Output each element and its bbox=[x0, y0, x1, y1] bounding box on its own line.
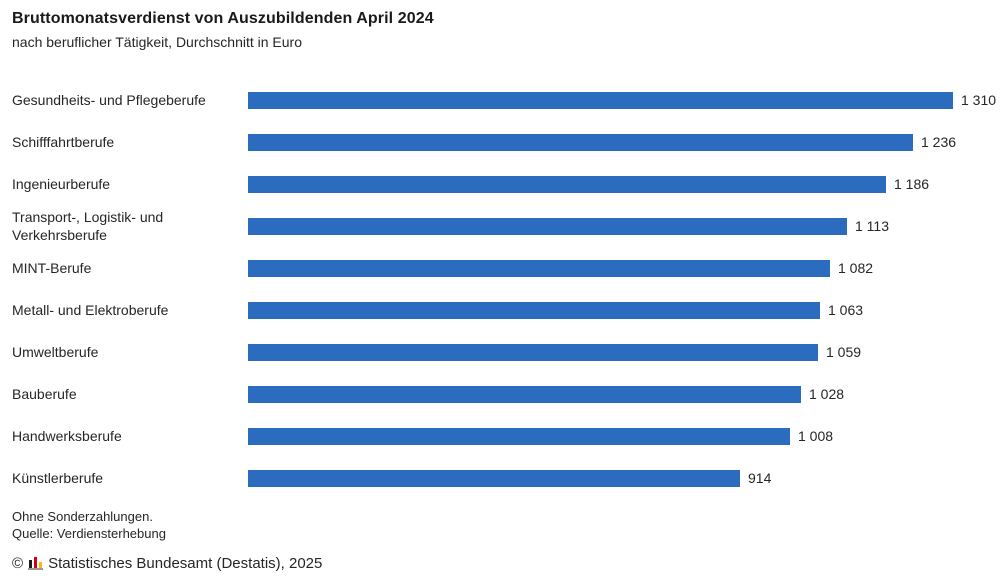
category-label: Bauberufe bbox=[12, 385, 77, 402]
bar bbox=[248, 427, 790, 445]
bar-track: 1 113 bbox=[248, 217, 1000, 235]
value-label: 1 008 bbox=[798, 428, 834, 444]
chart-row: Umweltberufe 1 059 bbox=[0, 331, 1000, 373]
bar bbox=[248, 259, 830, 277]
bar bbox=[248, 301, 820, 319]
bar-track: 1 008 bbox=[248, 427, 1000, 445]
category-label: Transport-, Logistik- und Verkehrsberufe bbox=[12, 208, 164, 243]
category-label: Metall- und Elektroberufe bbox=[12, 301, 169, 318]
value-label: 1 310 bbox=[961, 92, 997, 108]
bar bbox=[248, 175, 886, 193]
category-label: Ingenieurberufe bbox=[12, 175, 111, 192]
category-label: Handwerksberufe bbox=[12, 427, 122, 444]
bar-track: 1 186 bbox=[248, 175, 1000, 193]
category-label: Gesundheits- und Pflegeberufe bbox=[12, 91, 206, 108]
bar-track: 1 028 bbox=[248, 385, 1000, 403]
chart-row: MINT-Berufe 1 082 bbox=[0, 247, 1000, 289]
footnotes: Ohne Sonderzahlungen. Quelle: Verdienste… bbox=[12, 508, 166, 542]
bar-track: 1 059 bbox=[248, 343, 1000, 361]
chart-row: Handwerksberufe 1 008 bbox=[0, 415, 1000, 457]
chart-rows: Gesundheits- und Pflegeberufe 1 310 Schi… bbox=[0, 79, 1000, 499]
value-label: 1 236 bbox=[921, 134, 957, 150]
chart-title: Bruttomonatsverdienst von Auszubildenden… bbox=[12, 10, 434, 27]
bar-track: 1 236 bbox=[248, 133, 1000, 151]
value-label: 1 113 bbox=[855, 218, 889, 234]
value-label: 1 186 bbox=[894, 176, 930, 192]
source-line: Quelle: Verdiensterhebung bbox=[12, 526, 166, 541]
chart-header: Bruttomonatsverdienst von Auszubildenden… bbox=[12, 10, 434, 50]
category-label: Künstlerberufe bbox=[12, 469, 104, 486]
destatis-logo-icon bbox=[28, 556, 44, 571]
value-label: 1 082 bbox=[838, 260, 874, 276]
category-label: MINT-Berufe bbox=[12, 259, 92, 276]
value-label: 914 bbox=[748, 470, 772, 486]
bar bbox=[248, 217, 847, 235]
bar bbox=[248, 133, 913, 151]
value-label: 1 063 bbox=[828, 302, 864, 318]
bar-track: 1 082 bbox=[248, 259, 1000, 277]
bar bbox=[248, 91, 953, 109]
bar bbox=[248, 385, 801, 403]
chart-subtitle: nach beruflicher Tätigkeit, Durchschnitt… bbox=[12, 34, 302, 50]
value-label: 1 028 bbox=[809, 386, 845, 402]
chart-row: Bauberufe 1 028 bbox=[0, 373, 1000, 415]
chart-row: Transport-, Logistik- und Verkehrsberufe… bbox=[0, 205, 1000, 247]
bar-track: 1 063 bbox=[248, 301, 1000, 319]
footnote-line: Ohne Sonderzahlungen. bbox=[12, 509, 153, 524]
bar bbox=[248, 469, 740, 487]
copyright-text: Statistisches Bundesamt (Destatis), 2025 bbox=[48, 555, 323, 572]
bar bbox=[248, 343, 818, 361]
value-label: 1 059 bbox=[826, 344, 862, 360]
chart-row: Künstlerberufe 914 bbox=[0, 457, 1000, 499]
chart-row: Ingenieurberufe 1 186 bbox=[0, 163, 1000, 205]
chart-row: Metall- und Elektroberufe 1 063 bbox=[0, 289, 1000, 331]
bar-track: 914 bbox=[248, 469, 1000, 487]
category-label: Umweltberufe bbox=[12, 343, 99, 360]
category-label: Schifffahrtberufe bbox=[12, 133, 115, 150]
chart-row: Gesundheits- und Pflegeberufe 1 310 bbox=[0, 79, 1000, 121]
copyright-symbol: © bbox=[12, 555, 24, 572]
chart-row: Schifffahrtberufe 1 236 bbox=[0, 121, 1000, 163]
copyright-line: © Statistisches Bundesamt (Destatis), 20… bbox=[12, 555, 322, 572]
bar-track: 1 310 bbox=[248, 91, 1000, 109]
